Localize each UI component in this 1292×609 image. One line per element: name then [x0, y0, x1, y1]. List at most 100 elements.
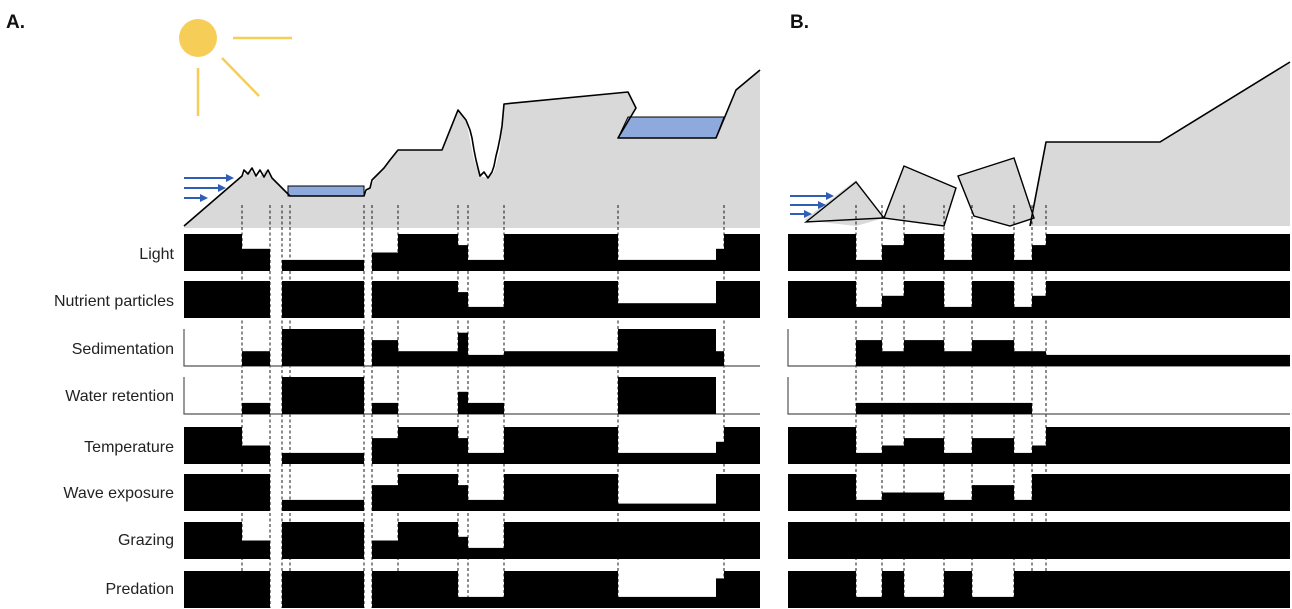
profile-grazing-segment — [944, 522, 972, 559]
profile-grazing-segment — [904, 522, 944, 559]
profile-grazing-segment — [504, 522, 618, 559]
panel-a-terrain — [183, 69, 761, 228]
profile-predation-segment — [1032, 571, 1046, 608]
profile-light-segment — [944, 259, 972, 271]
profile-nutrient-segment — [504, 281, 618, 318]
profile-light-segment — [372, 252, 398, 271]
profile-nutrient-segment — [282, 281, 364, 318]
profile-temperature-segment — [398, 427, 458, 464]
profile-grazing-segment — [716, 522, 724, 559]
profile-sedimentation-segment — [372, 340, 398, 366]
profile-nutrient-segment — [856, 306, 882, 318]
profile-temperature-segment — [458, 438, 468, 464]
profile-nutrient-segment — [618, 303, 716, 318]
profile-grazing-segment — [1014, 522, 1032, 559]
profile-nutrient-segment — [1032, 295, 1046, 318]
profile-temperature-segment — [882, 445, 904, 464]
panel-b-letter: B. — [790, 12, 809, 33]
profile-temperature-segment — [372, 438, 398, 464]
profile-sedimentation-segment — [618, 329, 716, 366]
row-labels: Light Nutrient particles Sedimentation W… — [54, 246, 175, 598]
profile-grazing-segment — [972, 522, 1014, 559]
profile-nutrient-segment — [944, 306, 972, 318]
profile-predation-segment — [904, 596, 944, 608]
profile-wave_exposure-segment — [184, 474, 242, 511]
profile-light-segment — [618, 259, 716, 271]
profile-grazing-segment — [458, 536, 468, 559]
row-label-water-retention: Water retention — [65, 388, 174, 405]
profile-temperature-segment — [242, 445, 270, 464]
profile-grazing-segment — [856, 522, 882, 559]
profile-wave_exposure-segment — [724, 474, 760, 511]
profile-temperature-segment — [724, 427, 760, 464]
profile-nutrient-segment — [372, 281, 398, 318]
profile-temperature-segment — [944, 452, 972, 464]
profile-predation-segment — [618, 596, 716, 608]
axis-water_retention — [787, 377, 1290, 415]
profile-temperature-segment — [716, 441, 724, 464]
profile-nutrient-segment — [1014, 306, 1032, 318]
profile-water_retention-segment — [882, 402, 904, 414]
profile-nutrient-segment — [184, 281, 242, 318]
profile-sedimentation-segment — [1032, 351, 1046, 366]
profile-sedimentation-segment — [1046, 354, 1290, 366]
profile-light-segment — [716, 248, 724, 271]
profile-water_retention-segment — [972, 402, 1014, 414]
profile-light-segment — [468, 259, 504, 271]
profile-predation-segment — [1014, 571, 1032, 608]
profile-predation-segment — [184, 571, 242, 608]
profile-grazing-segment — [242, 540, 270, 559]
profile-wave_exposure-segment — [1046, 474, 1290, 511]
profile-light-segment — [398, 234, 458, 271]
profile-predation-segment — [372, 571, 398, 608]
profile-nutrient-segment — [972, 281, 1014, 318]
profile-temperature-segment — [1046, 427, 1290, 464]
profile-light-segment — [904, 234, 944, 271]
profile-light-segment — [788, 234, 856, 271]
row-label-grazing: Grazing — [118, 532, 174, 549]
profile-sedimentation-segment — [904, 340, 944, 366]
profile-grazing-segment — [184, 522, 242, 559]
panel-b-terrain — [790, 61, 1291, 227]
profile-water_retention-segment — [944, 402, 972, 414]
profile-predation-segment — [724, 571, 760, 608]
profile-grazing-segment — [468, 547, 504, 559]
profile-grazing-segment — [372, 540, 398, 559]
sun-icon — [179, 19, 292, 116]
profile-sedimentation-segment — [458, 332, 468, 366]
profile-wave_exposure-segment — [618, 503, 716, 511]
profile-wave_exposure-segment — [944, 499, 972, 511]
profile-predation-segment — [282, 571, 364, 608]
profile-temperature-segment — [618, 452, 716, 464]
profile-grazing-segment — [1046, 522, 1290, 559]
profile-grazing-segment — [1032, 522, 1046, 559]
profile-predation-segment — [972, 596, 1014, 608]
profile-temperature-segment — [1032, 445, 1046, 464]
profile-sedimentation-segment — [398, 351, 458, 366]
profile-predation-segment — [242, 571, 270, 608]
profile-nutrient-segment — [1046, 281, 1290, 318]
boulder-3 — [957, 157, 1035, 227]
profile-light-segment — [972, 234, 1014, 271]
profile-wave_exposure-segment — [282, 499, 364, 511]
profile-wave_exposure-segment — [458, 485, 468, 511]
profile-temperature-segment — [184, 427, 242, 464]
profile-sedimentation-segment — [856, 340, 882, 366]
profile-temperature-segment — [972, 438, 1014, 464]
profile-wave_exposure-segment — [398, 474, 458, 511]
profile-grazing-segment — [724, 522, 760, 559]
profile-water_retention-segment — [242, 402, 270, 414]
profile-sedimentation-segment — [1014, 351, 1032, 366]
profile-nutrient-segment — [904, 281, 944, 318]
profile-predation-segment — [504, 571, 618, 608]
profile-water_retention-segment — [282, 377, 364, 414]
profile-water_retention-segment — [904, 402, 944, 414]
profile-water_retention-segment — [458, 391, 468, 414]
tide-pool-left — [287, 185, 365, 197]
profile-wave_exposure-segment — [468, 499, 504, 511]
row-label-nutrient: Nutrient particles — [54, 293, 174, 310]
profile-predation-segment — [856, 596, 882, 608]
profile-light-segment — [282, 259, 364, 271]
profile-temperature-segment — [904, 438, 944, 464]
